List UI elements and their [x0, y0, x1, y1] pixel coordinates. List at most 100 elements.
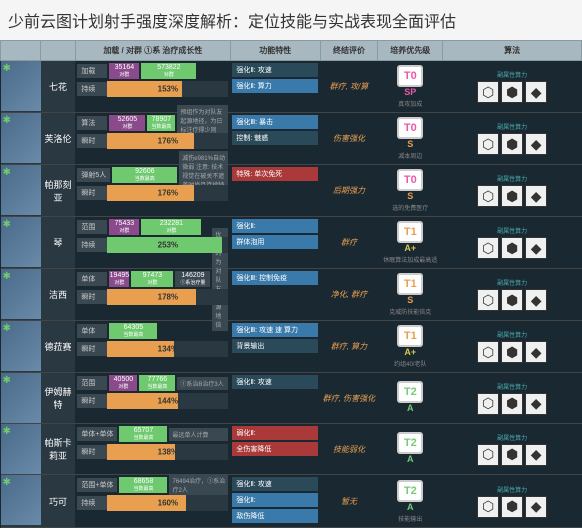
sustain-label: 持续 — [77, 238, 107, 252]
algo-icon-2[interactable]: ⬢ — [501, 81, 523, 103]
tier-note: 真攻加成 — [382, 99, 439, 108]
algo-icon-2[interactable]: ⬢ — [501, 444, 523, 466]
stat-box: 232281对群 — [141, 219, 201, 235]
func-tag: 强化Ⅲ: 暴击 — [232, 115, 318, 129]
algo-label: 副属性算力 — [445, 70, 580, 79]
func-tag: 控制: 魅惑 — [232, 131, 318, 145]
algo-label: 副属性算力 — [445, 485, 580, 494]
avatar-cell[interactable]: ✱ — [1, 373, 41, 424]
algo-icon-3[interactable]: ◆ — [525, 133, 547, 155]
algo-cell: 副属性算力 ⬡⬢◆ — [443, 269, 582, 321]
character-row: ✱琴范围75433对群232281对群持续253%强化Ⅱ:群体泡用群疗T1A+休… — [1, 217, 582, 269]
header-data: 加载 / 对群 ①系 治疗成长性 — [75, 41, 230, 61]
tier-note: 休眠算法加成最高适 — [382, 255, 439, 264]
algo-cell: 副属性算力⬡⬢◆ — [443, 113, 582, 165]
avatar-cell[interactable]: ✱ — [1, 475, 41, 528]
sustain-pct: 144% — [158, 397, 178, 406]
algo-icon-2[interactable]: ⬢ — [501, 341, 523, 363]
header-avatar — [1, 41, 41, 61]
stat-box: 65707当数最高 — [119, 426, 167, 442]
algo-icon-1[interactable]: ⬡ — [477, 133, 499, 155]
tier-badge: T2 — [397, 432, 423, 454]
algo-label: 副属性算力 — [445, 330, 580, 339]
character-row: ✱伊姆赫特范围40500对群77766当数最高①系治B治疗3人瞬时144%强化Ⅱ… — [1, 373, 582, 424]
avatar-cell[interactable]: ✱ — [1, 113, 41, 165]
algo-icon-1[interactable]: ⬡ — [477, 289, 499, 311]
sustain-bar: 178% — [107, 289, 228, 305]
algo-label: 副属性算力 — [445, 278, 580, 287]
sustain-bar: 160% — [107, 495, 228, 511]
algo-icon-1[interactable]: ⬡ — [477, 81, 499, 103]
algo-icon-3[interactable]: ◆ — [525, 444, 547, 466]
sustain-pct: 178% — [158, 293, 178, 302]
tier-grade: S — [382, 295, 439, 305]
avatar-cell[interactable]: ✱ — [1, 217, 41, 269]
func-cell: 强化Ⅱ: 攻速 — [230, 373, 320, 424]
algo-icon-3[interactable]: ◆ — [525, 496, 547, 518]
star-icon: ✱ — [3, 115, 11, 126]
sustain-label: 瞬时 — [77, 134, 107, 148]
func-cell: 强化Ⅲ: 暴击控制: 魅惑 — [230, 113, 320, 165]
tier-badge: T1 — [397, 273, 423, 295]
tier-badge: T0 — [397, 117, 423, 139]
algo-icon-3[interactable]: ◆ — [525, 393, 547, 415]
algo-icon-3[interactable]: ◆ — [525, 289, 547, 311]
header-func: 功能特性 — [230, 41, 320, 61]
stat-box: 52605对群 — [109, 115, 145, 131]
algo-icon-2[interactable]: ⬢ — [501, 133, 523, 155]
algo-icon-2[interactable]: ⬢ — [501, 393, 523, 415]
star-icon: ✱ — [3, 167, 11, 178]
algo-icon-1[interactable]: ⬡ — [477, 341, 499, 363]
algo-icon-1[interactable]: ⬡ — [477, 444, 499, 466]
character-name: 巧可 — [41, 475, 76, 528]
sustain-pct: 176% — [158, 189, 178, 198]
tier-grade: A — [382, 454, 439, 464]
algo-icon-2[interactable]: ⬢ — [501, 185, 523, 207]
tier-cell: T1A+约组40/老队 — [378, 321, 443, 373]
rating-cell: 技能弱化 — [320, 424, 378, 475]
avatar-cell[interactable]: ✱ — [1, 269, 41, 321]
algo-icon-1[interactable]: ⬡ — [477, 393, 499, 415]
sustain-pct: 253% — [158, 241, 178, 250]
tier-grade: S — [382, 139, 439, 149]
avatar-cell[interactable]: ✱ — [1, 424, 41, 475]
rating-cell: 净化, 群疗 — [320, 269, 378, 321]
tier-badge: T0 — [397, 169, 423, 191]
algo-icon-3[interactable]: ◆ — [525, 81, 547, 103]
func-tag: 背景输出 — [232, 339, 318, 353]
tier-cell: T0S减本周边 — [378, 113, 443, 165]
sustain-bar: 253% — [107, 237, 228, 253]
stat-box: 97473对群 — [131, 271, 173, 287]
data-cell: 范围40500对群77766当数最高①系治B治疗3人瞬时144% — [75, 373, 230, 424]
sustain-label: 瞬时 — [77, 394, 107, 408]
func-cell: 强化Ⅱ: 攻速强化Ⅱ: 算力 — [230, 61, 320, 113]
stat-desc: 最远单人计算 — [169, 428, 228, 441]
algo-icon-1[interactable]: ⬡ — [477, 185, 499, 207]
stat-label: 单体 — [77, 324, 107, 338]
algo-icon-2[interactable]: ⬢ — [501, 496, 523, 518]
avatar-cell[interactable]: ✱ — [1, 165, 41, 217]
algo-icon-3[interactable]: ◆ — [525, 185, 547, 207]
character-row: ✱帕斯卡莉亚单体+单体65707当数最高最远单人计算瞬时138%弱化Ⅱ:全伤害降… — [1, 424, 582, 475]
header-tier: 培养优先级 — [378, 41, 443, 61]
page-title: 少前云图计划射手强度深度解析：定位技能与实战表现全面评估 — [0, 0, 582, 40]
algo-icon-2[interactable]: ⬢ — [501, 237, 523, 259]
sustain-label: 瞬时 — [77, 342, 107, 356]
stat-box: 40500对群 — [109, 375, 137, 391]
algo-icon-2[interactable]: ⬢ — [501, 289, 523, 311]
tier-note: 约组40/老队 — [382, 359, 439, 368]
stat-box: 78907当数最高 — [147, 115, 175, 131]
avatar-cell[interactable]: ✱ — [1, 61, 41, 113]
algo-icon-1[interactable]: ⬡ — [477, 237, 499, 259]
algo-icon-1[interactable]: ⬡ — [477, 496, 499, 518]
avatar-cell[interactable]: ✱ — [1, 321, 41, 373]
algo-icon-3[interactable]: ◆ — [525, 341, 547, 363]
stat-label: 单体 — [77, 272, 107, 286]
tier-grade: A — [382, 403, 439, 413]
stat-desc: 76494治疗，①系治疗2人 — [169, 474, 228, 496]
data-cell: 弹射5人92606当数最高减伤e981%自动微弱 注意: 技术视觉在被关不遮盖时… — [75, 165, 230, 217]
algo-icon-3[interactable]: ◆ — [525, 237, 547, 259]
tier-note: 克威防技能倍克 — [382, 307, 439, 316]
func-cell: 弱化Ⅱ:全伤害降低 — [230, 424, 320, 475]
algo-cell: 副属性算力 ⬡⬢◆ — [443, 321, 582, 373]
